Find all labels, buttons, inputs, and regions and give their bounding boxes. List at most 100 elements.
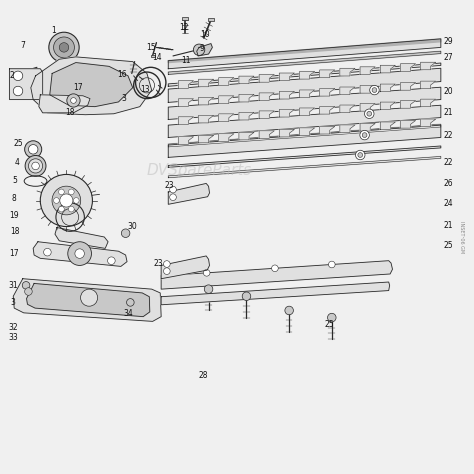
Circle shape [73, 198, 79, 203]
Circle shape [121, 229, 130, 237]
Circle shape [170, 194, 176, 201]
Polygon shape [168, 146, 441, 167]
Bar [208, 18, 214, 21]
Polygon shape [401, 82, 416, 90]
Circle shape [204, 285, 213, 293]
Text: 31: 31 [9, 281, 18, 290]
Polygon shape [31, 57, 152, 115]
Polygon shape [199, 115, 214, 123]
Bar [151, 55, 155, 57]
Circle shape [328, 261, 335, 268]
Polygon shape [401, 120, 416, 128]
Circle shape [68, 242, 91, 265]
Polygon shape [197, 44, 212, 56]
Polygon shape [300, 108, 315, 116]
Circle shape [71, 98, 76, 103]
Circle shape [365, 109, 374, 118]
Circle shape [75, 249, 84, 258]
Polygon shape [319, 107, 335, 114]
Text: 22: 22 [443, 158, 453, 166]
Circle shape [285, 306, 293, 315]
Circle shape [164, 261, 170, 267]
Circle shape [54, 198, 59, 203]
Polygon shape [360, 103, 375, 111]
Circle shape [67, 94, 80, 107]
Polygon shape [33, 242, 127, 266]
Polygon shape [50, 63, 133, 107]
Circle shape [52, 186, 81, 215]
Polygon shape [319, 89, 335, 96]
Text: 13: 13 [140, 85, 149, 93]
Polygon shape [168, 124, 441, 147]
Polygon shape [168, 68, 441, 102]
Text: 32: 32 [9, 323, 18, 331]
Circle shape [25, 288, 32, 295]
Text: 28: 28 [198, 371, 208, 380]
Text: 27: 27 [443, 54, 453, 62]
Circle shape [28, 145, 38, 154]
Circle shape [81, 289, 98, 306]
Circle shape [54, 37, 74, 58]
Circle shape [203, 270, 210, 276]
Polygon shape [279, 109, 294, 117]
Polygon shape [279, 91, 294, 99]
Circle shape [40, 174, 92, 227]
Polygon shape [199, 79, 214, 87]
Polygon shape [380, 122, 395, 129]
Polygon shape [161, 256, 210, 279]
Text: 21: 21 [443, 221, 453, 229]
Text: 12: 12 [179, 23, 189, 32]
Text: 16: 16 [118, 70, 127, 79]
Text: 19: 19 [9, 211, 19, 220]
Text: 20: 20 [443, 87, 453, 95]
Polygon shape [168, 63, 441, 86]
Text: 22: 22 [443, 131, 453, 140]
Text: 25: 25 [325, 320, 334, 329]
Circle shape [28, 159, 43, 173]
Polygon shape [259, 74, 274, 82]
Text: 30: 30 [128, 222, 137, 231]
Polygon shape [319, 70, 335, 78]
Text: 26: 26 [443, 180, 453, 188]
Polygon shape [168, 105, 441, 137]
Polygon shape [9, 69, 43, 100]
Text: 29: 29 [443, 37, 453, 46]
Circle shape [170, 186, 176, 193]
Text: 18: 18 [65, 109, 75, 117]
Circle shape [59, 206, 64, 212]
Polygon shape [168, 39, 441, 63]
Circle shape [360, 130, 369, 140]
Text: 3: 3 [122, 94, 127, 103]
Polygon shape [420, 62, 436, 70]
Text: 3: 3 [11, 298, 16, 307]
Polygon shape [27, 283, 150, 317]
Polygon shape [360, 123, 375, 131]
Text: 25: 25 [13, 139, 23, 147]
Polygon shape [420, 99, 436, 107]
Polygon shape [168, 156, 441, 178]
Text: 23: 23 [165, 182, 174, 190]
Polygon shape [380, 102, 395, 109]
Polygon shape [39, 95, 90, 113]
Circle shape [68, 189, 74, 195]
Polygon shape [178, 137, 193, 144]
Polygon shape [340, 105, 355, 113]
Text: INSET¹06 GM: INSET¹06 GM [459, 221, 464, 253]
Text: 17: 17 [73, 83, 83, 92]
Circle shape [193, 44, 205, 55]
Circle shape [44, 248, 51, 256]
Polygon shape [300, 90, 315, 98]
Polygon shape [219, 114, 234, 121]
Text: 2: 2 [9, 72, 14, 80]
Polygon shape [380, 65, 395, 73]
Polygon shape [401, 64, 416, 72]
Polygon shape [219, 96, 234, 103]
Circle shape [272, 265, 278, 272]
Circle shape [127, 299, 134, 306]
Polygon shape [239, 94, 254, 102]
Polygon shape [319, 127, 335, 134]
Circle shape [25, 141, 42, 158]
Text: 21: 21 [443, 109, 453, 117]
Circle shape [25, 155, 46, 176]
Polygon shape [239, 76, 254, 84]
